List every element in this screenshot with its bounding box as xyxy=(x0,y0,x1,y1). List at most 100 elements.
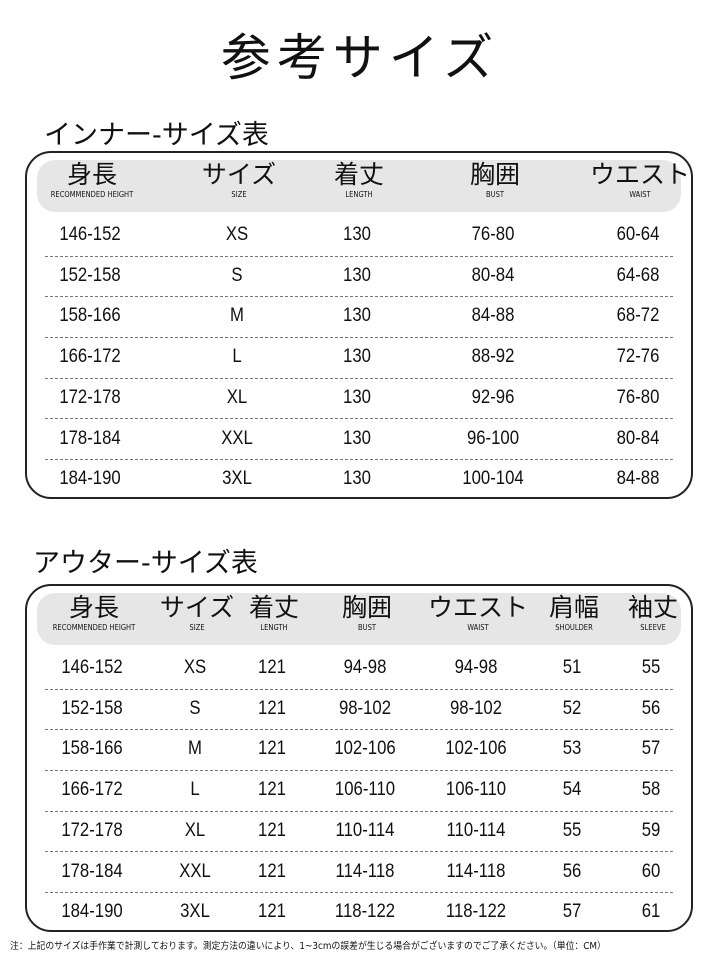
table-cell: 172-178 xyxy=(61,819,123,841)
measurement-note: 注：上記のサイズは手作業で計測しております。測定方法の違いにより、1~3cmの誤… xyxy=(10,941,606,952)
table-cell: 130 xyxy=(343,264,371,286)
page-title: 参考サイズ xyxy=(220,29,500,87)
table-cell: 84-88 xyxy=(616,468,660,490)
header-label-en: LENGTH xyxy=(345,190,373,199)
table-cell: 55 xyxy=(562,819,582,841)
header-waist: ウエスト WAIST xyxy=(590,160,690,200)
table-cell: 76-80 xyxy=(616,386,660,408)
table-cell: 152-158 xyxy=(59,264,121,286)
table-cell: 102-106 xyxy=(445,738,507,760)
header-label-jp: 着丈 xyxy=(333,160,385,189)
table-cell: 130 xyxy=(343,427,371,449)
table-cell: 84-88 xyxy=(471,305,515,327)
header-label-en: WAIST xyxy=(467,623,489,632)
header-label-jp: サイズ xyxy=(159,593,235,622)
table-cell: 110-114 xyxy=(335,819,395,841)
outer-table-header: 身長 RECOMMENDED HEIGHT サイズ SIZE 着丈 LENGTH 胸囲 BUS… xyxy=(37,593,681,645)
inner-size-table: 身長 RECOMMENDED HEIGHT サイズ SIZE 着丈 LENGTH 胸囲 BUS… xyxy=(25,151,693,499)
inner-table-header: 身長 RECOMMENDED HEIGHT サイズ SIZE 着丈 LENGTH 胸囲 BUS… xyxy=(37,160,690,212)
table-cell: XXL xyxy=(221,427,253,449)
table-cell: 54 xyxy=(562,779,582,801)
table-cell: 178-184 xyxy=(59,427,121,449)
table-row: 158-166 M 130 84-88 68-72 xyxy=(45,296,673,339)
table-cell: 51 xyxy=(562,657,582,678)
header-sleeve: 袖丈 SLEEVE xyxy=(628,593,678,633)
table-cell: 57 xyxy=(562,901,582,923)
table-cell: 121 xyxy=(258,779,286,801)
table-cell: M xyxy=(230,305,244,327)
table-cell: 130 xyxy=(343,386,371,408)
table-cell: 3XL xyxy=(222,468,252,490)
table-row: 178-184 XXL 121 114-118 114-118 56 60 xyxy=(45,852,673,894)
table-row: 146-152 XS 130 76-80 60-64 xyxy=(45,215,673,257)
table-cell: 121 xyxy=(258,657,286,678)
table-cell: 121 xyxy=(258,901,286,923)
header-label-jp: 胸囲 xyxy=(469,160,521,189)
header-label-jp: 身長 xyxy=(68,593,119,622)
header-label-jp: 身長 xyxy=(66,160,117,189)
table-cell: L xyxy=(232,346,242,368)
table-cell: 158-166 xyxy=(59,305,121,327)
table-cell: 158-166 xyxy=(61,738,123,760)
table-cell: 114-118 xyxy=(335,860,395,882)
header-waist: ウエスト WAIST xyxy=(428,593,528,633)
table-cell: S xyxy=(189,697,201,719)
table-row: 152-158 S 130 80-84 64-68 xyxy=(45,256,673,298)
table-cell: 152-158 xyxy=(61,697,123,719)
table-cell: L xyxy=(190,779,200,801)
header-label-jp: 袖丈 xyxy=(627,593,679,622)
table-cell: 92-96 xyxy=(471,386,515,408)
table-cell: 64-68 xyxy=(616,264,660,286)
table-cell: 80-84 xyxy=(471,264,515,286)
outer-size-table: 身長 RECOMMENDED HEIGHT サイズ SIZE 着丈 LENGTH 胸囲 BUS… xyxy=(25,584,693,932)
table-cell: 68-72 xyxy=(616,305,660,327)
table-cell: 56 xyxy=(641,697,661,719)
inner-section-title: インナー-サイズ表 xyxy=(44,120,269,151)
table-cell: XL xyxy=(226,386,248,408)
header-label-jp: 着丈 xyxy=(248,593,300,622)
table-cell: 166-172 xyxy=(61,779,123,801)
table-cell: M xyxy=(188,738,202,760)
header-label-en: SHOULDER xyxy=(555,623,593,632)
table-row: 184-190 3XL 130 100-104 84-88 xyxy=(45,459,673,500)
table-cell: 88-92 xyxy=(471,346,515,368)
table-cell: 60 xyxy=(641,860,661,882)
table-row: 152-158 S 121 98-102 98-102 52 56 xyxy=(45,689,673,731)
header-label-jp: サイズ xyxy=(201,160,277,189)
table-cell: XXL xyxy=(179,860,211,882)
table-cell: XS xyxy=(183,657,207,678)
table-cell: 121 xyxy=(258,860,286,882)
header-length: 着丈 LENGTH xyxy=(249,593,299,633)
header-label-en: BUST xyxy=(358,623,376,632)
table-row: 166-172 L 121 106-110 106-110 54 58 xyxy=(45,770,673,812)
table-cell: 76-80 xyxy=(471,224,515,245)
table-cell: 53 xyxy=(562,738,582,760)
header-label-jp: 肩幅 xyxy=(548,593,600,622)
table-cell: 130 xyxy=(343,305,371,327)
table-row: 158-166 M 121 102-106 102-106 53 57 xyxy=(45,729,673,772)
table-cell: 106-110 xyxy=(334,779,396,801)
header-label-en: RECOMMENDED HEIGHT xyxy=(50,190,134,199)
table-cell: 114-118 xyxy=(446,860,506,882)
table-cell: 130 xyxy=(343,468,371,490)
table-cell: 52 xyxy=(562,697,582,719)
table-row: 166-172 L 130 88-92 72-76 xyxy=(45,337,673,379)
table-cell: 184-190 xyxy=(59,468,121,490)
table-cell: 3XL xyxy=(180,901,210,923)
table-cell: 172-178 xyxy=(59,386,121,408)
table-row: 172-178 XL 121 110-114 110-114 55 59 xyxy=(45,811,673,853)
table-cell: 98-102 xyxy=(449,697,503,719)
header-shoulder: 肩幅 SHOULDER xyxy=(549,593,599,633)
table-cell: 118-122 xyxy=(445,901,507,923)
table-cell: 94-98 xyxy=(454,657,498,678)
table-cell: 166-172 xyxy=(59,346,121,368)
header-label-jp: 胸囲 xyxy=(341,593,393,622)
table-cell: 72-76 xyxy=(616,346,660,368)
table-cell: 61 xyxy=(641,901,661,923)
header-label-en: SIZE xyxy=(231,190,247,199)
table-cell: XL xyxy=(184,819,206,841)
table-cell: 96-100 xyxy=(466,427,520,449)
table-cell: 130 xyxy=(343,224,371,245)
table-cell: 98-102 xyxy=(338,697,392,719)
